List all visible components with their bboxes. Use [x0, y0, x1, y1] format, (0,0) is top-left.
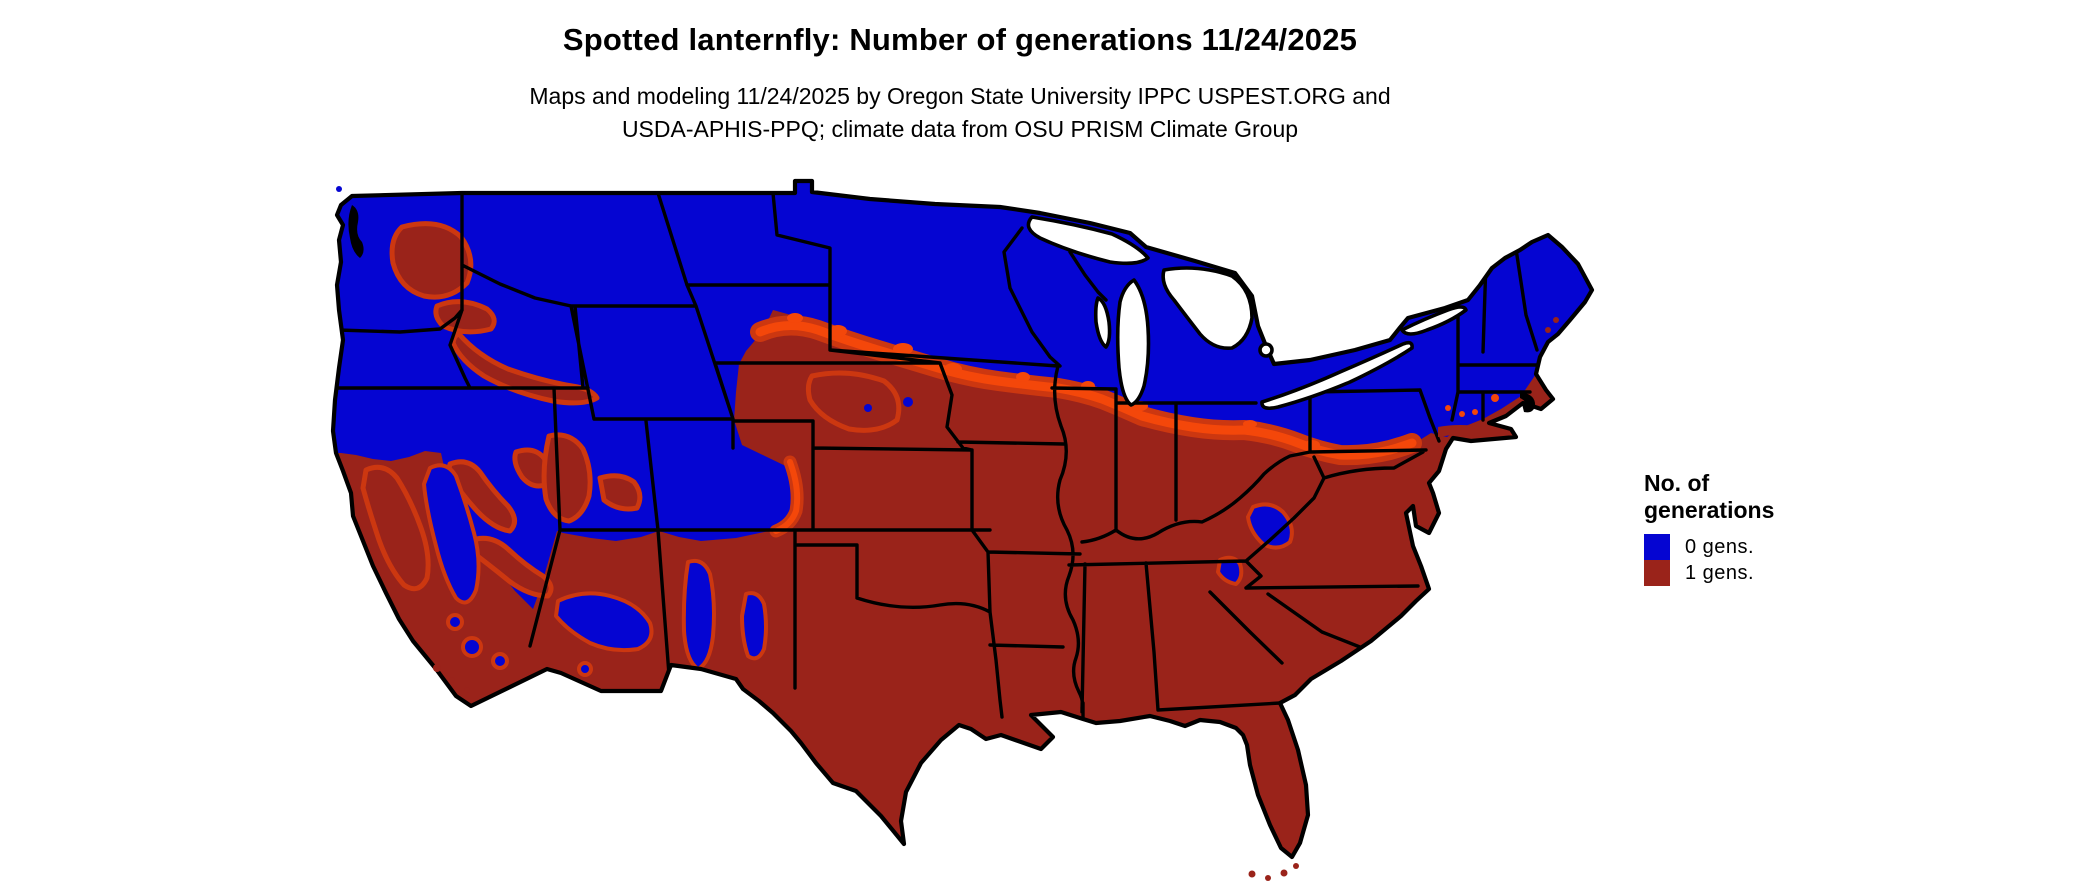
legend-title: No. of generations — [1644, 470, 1774, 524]
legend: No. of generations 0 gens. 1 gens. — [1644, 470, 1774, 586]
us-outline — [330, 178, 1595, 860]
legend-item-1-gens: 1 gens. — [1644, 560, 1774, 586]
map-title: Spotted lanternfly: Number of generation… — [562, 22, 1358, 57]
map-fill-layers — [333, 181, 1592, 857]
offshore-speck — [336, 186, 342, 192]
zero-generation-region — [333, 181, 1592, 609]
legend-label-1-gens: 1 gens. — [1685, 561, 1755, 584]
cold-mountain-patches — [422, 397, 1294, 677]
coastal-details — [336, 186, 1559, 881]
legend-swatch-1-gens — [1644, 560, 1670, 586]
lake-superior — [1026, 215, 1150, 266]
state-borders — [333, 191, 1540, 721]
figure-header: Spotted lanternfly: Number of generation… — [0, 22, 1920, 146]
lake-ontario — [1400, 305, 1468, 336]
florida-keys — [1248, 870, 1256, 878]
warm-valley-pockets — [360, 221, 902, 599]
green-bay — [1093, 296, 1112, 349]
legend-swatch-0-gens — [1644, 534, 1670, 560]
legend-item-0-gens: 0 gens. — [1644, 534, 1774, 560]
subtitle-line-1: Maps and modeling 11/24/2025 by Oregon S… — [529, 83, 1391, 109]
puget-sound — [348, 205, 364, 258]
legend-label-0-gens: 0 gens. — [1685, 535, 1755, 558]
cape-cod — [1520, 392, 1536, 413]
great-lakes — [1026, 215, 1468, 410]
lake-michigan — [1115, 278, 1151, 407]
lake-huron — [1161, 266, 1254, 351]
lake-st-clair — [1258, 342, 1274, 358]
lake-erie — [1260, 340, 1414, 410]
subtitle-line-2: USDA-APHIS-PPQ; climate data from OSU PR… — [621, 116, 1299, 142]
transition-band — [750, 313, 1499, 538]
long-island — [1438, 425, 1482, 437]
map-subtitle: Maps and modeling 11/24/2025 by Oregon S… — [0, 80, 1920, 146]
legend-title-line-2: generations — [1644, 497, 1775, 523]
legend-title-line-1: No. of — [1644, 470, 1710, 496]
